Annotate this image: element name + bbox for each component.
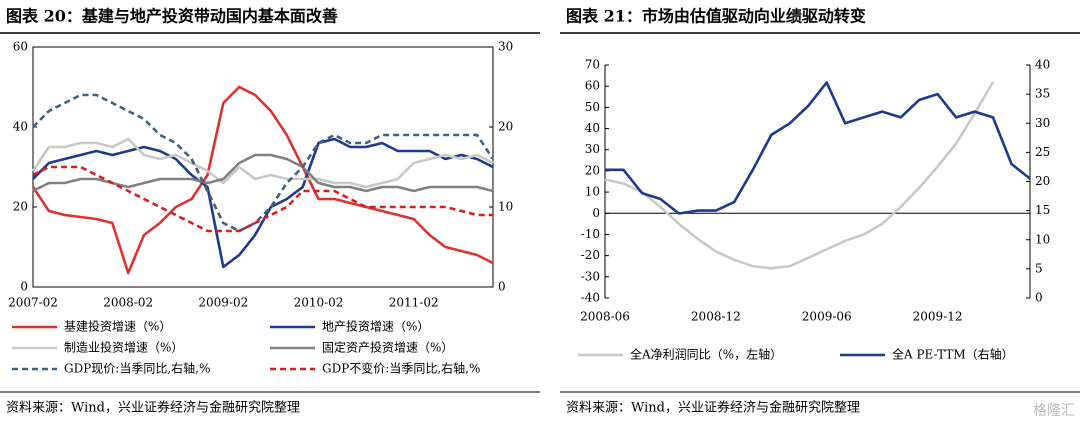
y-tick-label: 30 bbox=[585, 142, 600, 156]
y2-tick-label: 40 bbox=[1035, 58, 1050, 72]
x-tick-label: 2009-06 bbox=[802, 310, 852, 324]
y2-tick-label: 0 bbox=[498, 280, 506, 294]
series-line bbox=[32, 137, 494, 269]
y-tick-label: 20 bbox=[13, 200, 28, 214]
y-tick-label: -10 bbox=[581, 227, 600, 241]
series-line bbox=[32, 165, 493, 233]
x-tick-label: 2009-12 bbox=[913, 310, 963, 324]
chart-title: 图表 20：基建与地产投资带动国内基本面改善 bbox=[6, 7, 338, 26]
y-tick-label: 70 bbox=[585, 58, 600, 72]
legend-label: 地产投资增速（%） bbox=[322, 319, 429, 334]
y-tick-label: 10 bbox=[585, 185, 600, 199]
y2-tick-label: 10 bbox=[498, 200, 513, 214]
x-tick-label: 2008-02 bbox=[103, 296, 153, 310]
y-tick-label: 60 bbox=[585, 79, 600, 93]
watermark: 格隆汇 bbox=[1033, 403, 1075, 419]
x-tick-label: 2008-06 bbox=[580, 310, 630, 324]
x-tick-label: 2009-02 bbox=[198, 296, 248, 310]
x-tick-label: 2008-12 bbox=[691, 310, 741, 324]
y2-tick-label: 30 bbox=[498, 40, 513, 54]
series-line bbox=[31, 137, 494, 189]
x-tick-label: 2007-02 bbox=[8, 296, 58, 310]
y-tick-label: -40 bbox=[581, 291, 600, 305]
y2-tick-label: 20 bbox=[498, 120, 513, 134]
y2-tick-label: 5 bbox=[1035, 261, 1043, 275]
x-tick-label: 2010-02 bbox=[294, 296, 344, 310]
y-tick-label: 20 bbox=[585, 163, 600, 177]
series-line bbox=[605, 81, 1031, 215]
y2-tick-label: 10 bbox=[1035, 232, 1050, 246]
legend-label: 全A净利润同比（%，左轴） bbox=[630, 347, 782, 362]
legend-label: 制造业投资增速（%） bbox=[64, 340, 183, 355]
series-line bbox=[604, 81, 995, 270]
y2-tick-label: 25 bbox=[1035, 145, 1050, 159]
series-line bbox=[32, 93, 495, 233]
y-tick-label: -30 bbox=[581, 269, 600, 283]
series-line bbox=[31, 85, 494, 275]
y-tick-label: 40 bbox=[13, 120, 28, 134]
y2-tick-label: 30 bbox=[1035, 116, 1050, 130]
y2-tick-label: 0 bbox=[1035, 291, 1043, 305]
source: 资料来源：Wind，兴业证券经济与金融研究院整理 bbox=[6, 400, 300, 416]
legend-label: 全A PE-TTM（右轴） bbox=[892, 347, 1014, 362]
legend-label: 基建投资增速（%） bbox=[64, 319, 171, 334]
y-tick-label: 40 bbox=[585, 121, 600, 135]
y-tick-label: 0 bbox=[592, 206, 600, 220]
y2-tick-label: 15 bbox=[1035, 203, 1050, 217]
x-tick-label: 2011-02 bbox=[389, 296, 439, 310]
y2-tick-label: 35 bbox=[1035, 87, 1050, 101]
legend-label: GDP现价:当季同比,右轴,% bbox=[64, 361, 210, 376]
legend-label: GDP不变价:当季同比,右轴,% bbox=[322, 361, 480, 376]
source: 资料来源：Wind，兴业证券经济与金融研究院整理 bbox=[566, 400, 860, 416]
y-tick-label: 50 bbox=[585, 100, 600, 114]
legend-label: 固定资产投资增速（%） bbox=[322, 340, 453, 355]
y-tick-label: -20 bbox=[581, 248, 600, 262]
chart-title: 图表 21：市场由估值驱动向业绩驱动转变 bbox=[566, 7, 866, 26]
y-tick-label: 60 bbox=[13, 40, 28, 54]
y2-tick-label: 20 bbox=[1035, 174, 1050, 188]
y-tick-label: 0 bbox=[20, 280, 28, 294]
